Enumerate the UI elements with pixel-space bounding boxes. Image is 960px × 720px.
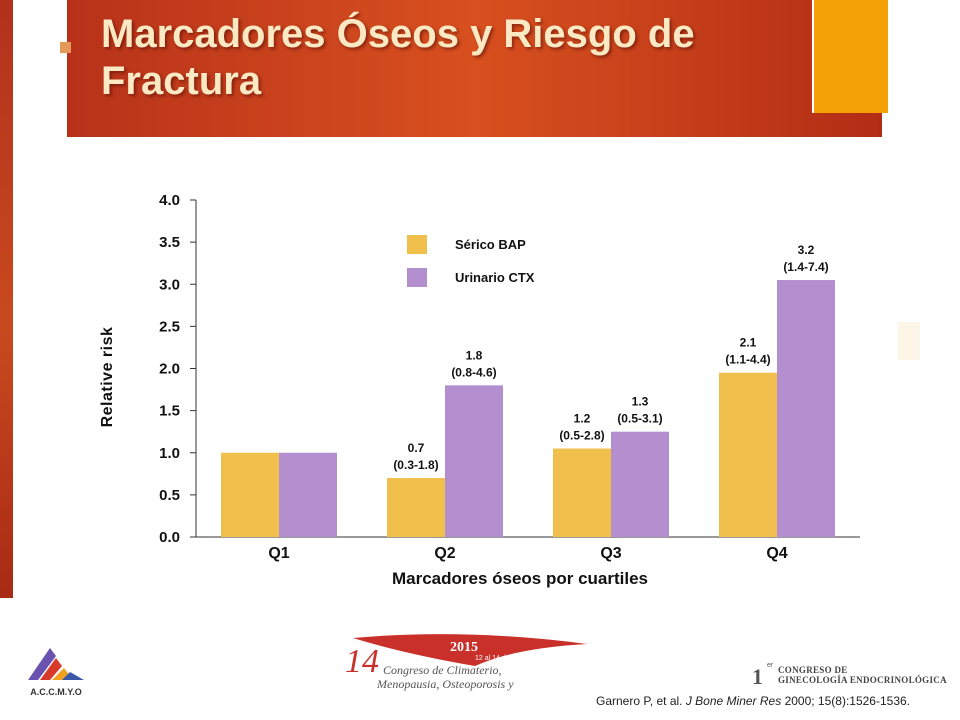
data-label-ci: (0.3-1.8) [393, 458, 438, 472]
logo-swoosh [353, 634, 587, 666]
legend-label-ctx: Urinario CTX [455, 270, 535, 285]
logo-right-line2: GINECOLOGÍA ENDOCRINOLÓGICA [778, 675, 947, 685]
legend-label-bap: Sérico BAP [455, 237, 526, 252]
logo-center-year: 2015 [450, 640, 478, 655]
data-label-value: 0.7 [408, 441, 425, 455]
citation-details: 2000; 15(8):1526-1536. [784, 694, 910, 708]
data-label-value: 3.2 [798, 243, 815, 257]
logo-stripe-purple [28, 648, 56, 680]
y-tick-label: 1.0 [159, 445, 180, 462]
y-tick-label: 2.0 [159, 361, 180, 378]
logo-right-number: 1 [752, 664, 763, 689]
logo-right-line1: CONGRESO DE [778, 665, 848, 675]
data-label-value: 1.3 [632, 395, 649, 409]
logo-center-dates: 12 al 14 de marzo [475, 655, 531, 662]
bar-ctx-q3 [611, 431, 669, 537]
x-tick-label: Q4 [766, 545, 787, 562]
logo-left-text: A.C.C.M.Y.O [30, 687, 82, 697]
y-tick-label: 2.5 [159, 318, 180, 335]
left-accent-bar [0, 0, 13, 598]
y-tick-label: 3.0 [159, 276, 180, 293]
orange-accent-square [812, 0, 890, 113]
bar-ctx-q1 [279, 452, 337, 537]
logo-stripe-blue [62, 672, 84, 680]
bar-bap-q2 [387, 478, 445, 537]
x-tick-label: Q3 [600, 545, 621, 562]
data-label-value: 1.2 [574, 412, 591, 426]
title-bullet [60, 42, 71, 53]
x-axis-title: Marcadores óseos por cuartiles [392, 569, 648, 588]
y-tick-label: 0.5 [159, 487, 180, 504]
y-axis-title: Relative risk [99, 327, 116, 428]
data-label-value: 2.1 [740, 336, 757, 350]
logo-stripe-red [40, 658, 62, 680]
x-tick-label: Q2 [434, 545, 455, 562]
data-label-ci: (0.5-2.8) [559, 429, 604, 443]
y-tick-label: 0.0 [159, 529, 180, 546]
data-label-ci: (0.5-3.1) [617, 412, 662, 426]
accmyo-logo: A.C.C.M.Y.O [28, 648, 84, 697]
bar-bap-q4 [719, 372, 777, 537]
logo-center-line1: Congreso de Climaterio, [383, 663, 502, 677]
data-label-ci: (1.1-4.4) [725, 353, 770, 367]
logo-center-line2: Menopausia, Osteoporosis y [376, 677, 514, 691]
bar-bap-q1 [221, 452, 279, 537]
legend-swatch-ctx [407, 268, 427, 287]
citation: Garnero P, et al. J Bone Miner Res 2000;… [596, 694, 910, 708]
citation-authors: Garnero P, et al. [596, 694, 683, 708]
slide-title: Marcadores Óseos y Riesgo de Fractura [101, 12, 695, 103]
data-label-ci: (0.8-4.6) [451, 365, 496, 379]
bar-bap-q3 [553, 448, 611, 537]
legend-swatch-bap [407, 235, 427, 254]
data-label-ci: (1.4-7.4) [783, 260, 828, 274]
y-tick-label: 3.5 [159, 234, 180, 251]
bar-ctx-q4 [777, 280, 835, 537]
congress-2015-logo: 14 2015 12 al 14 de marzo Congreso de Cl… [345, 634, 587, 691]
logo-center-number: 14 [345, 643, 379, 680]
title-banner [67, 0, 882, 137]
citation-journal: J Bone Miner Res [685, 694, 782, 708]
bar-ctx-q2 [445, 385, 503, 537]
relative-risk-bar-chart: 0.0 0.5 1.0 1.5 2.0 2.5 3.0 3.5 4.0 Relative risk… [99, 192, 860, 588]
logo-right-superscript: er [767, 662, 774, 669]
x-tick-label: Q1 [268, 545, 289, 562]
faded-decoration [898, 322, 920, 360]
data-label-value: 1.8 [466, 348, 483, 362]
y-tick-label: 1.5 [159, 403, 180, 420]
y-tick-label: 4.0 [159, 192, 180, 209]
